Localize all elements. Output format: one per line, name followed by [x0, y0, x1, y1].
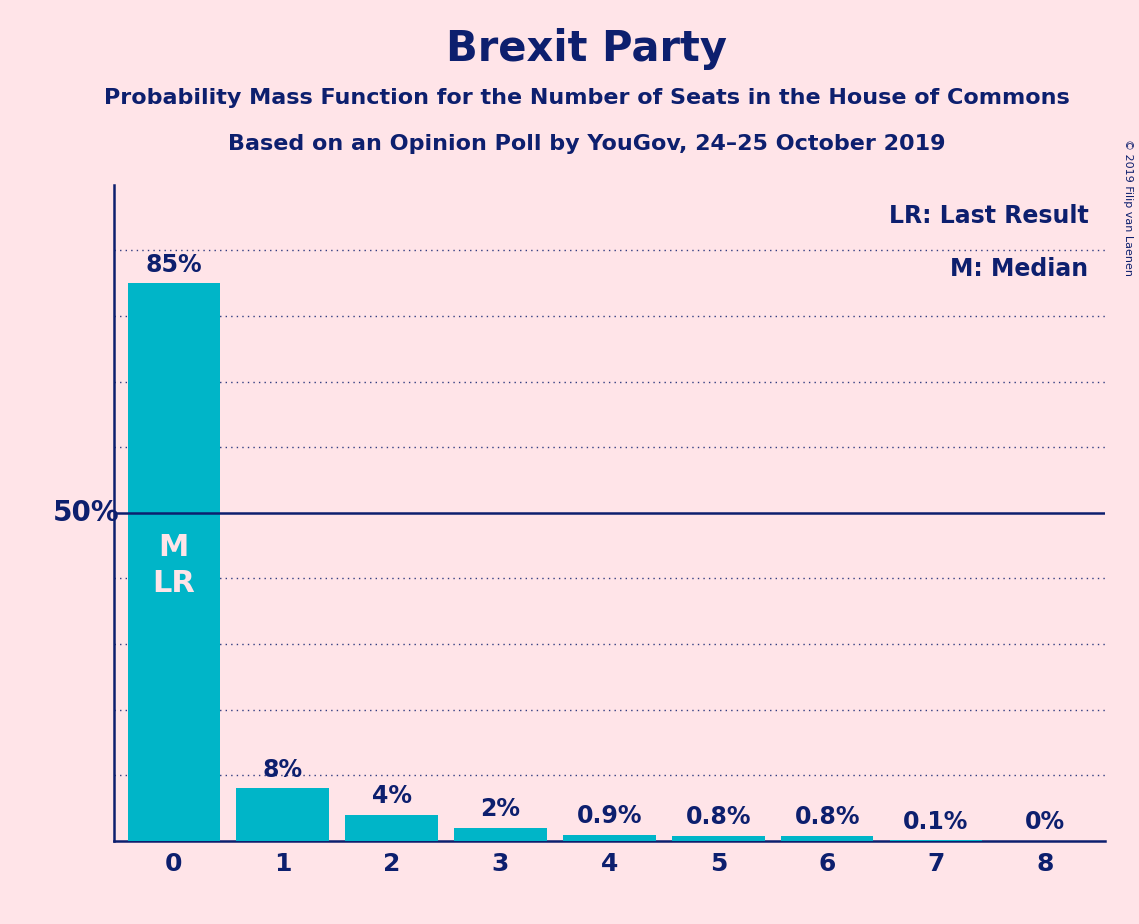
Text: M: Median: M: Median — [950, 257, 1089, 281]
Text: 50%: 50% — [52, 499, 120, 527]
Text: LR: Last Result: LR: Last Result — [888, 204, 1089, 228]
Text: 0.1%: 0.1% — [903, 809, 969, 833]
Text: M
LR: M LR — [153, 533, 195, 598]
Bar — [128, 283, 220, 841]
Text: 4%: 4% — [371, 784, 411, 808]
Bar — [672, 835, 764, 841]
Bar — [454, 828, 547, 841]
Text: © 2019 Filip van Laenen: © 2019 Filip van Laenen — [1123, 139, 1133, 275]
Bar — [237, 788, 329, 841]
Text: 8%: 8% — [263, 758, 303, 782]
Text: Based on an Opinion Poll by YouGov, 24–25 October 2019: Based on an Opinion Poll by YouGov, 24–2… — [228, 134, 945, 154]
Text: 0.8%: 0.8% — [686, 805, 751, 829]
Text: 2%: 2% — [481, 797, 521, 821]
Bar — [563, 835, 656, 841]
Text: 85%: 85% — [146, 252, 202, 276]
Bar — [345, 815, 437, 841]
Text: Probability Mass Function for the Number of Seats in the House of Commons: Probability Mass Function for the Number… — [104, 88, 1070, 108]
Bar — [781, 835, 874, 841]
Text: 0.8%: 0.8% — [794, 805, 860, 829]
Text: Brexit Party: Brexit Party — [446, 28, 727, 69]
Text: 0.9%: 0.9% — [576, 805, 642, 829]
Text: 0%: 0% — [1025, 810, 1065, 834]
